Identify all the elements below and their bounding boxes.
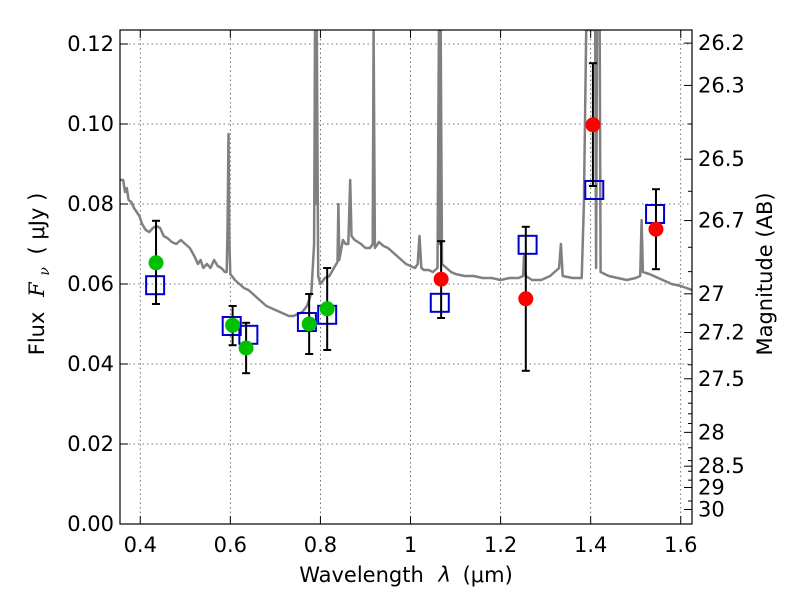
y-axis-label-subscript: ν <box>37 267 53 276</box>
y-tick-label: 0.00 <box>67 512 114 536</box>
model-photometry-square <box>517 234 538 255</box>
observed-point-green <box>225 317 241 333</box>
x-axis-label-unit: (μm) <box>463 563 513 587</box>
x-tick-label: 0.4 <box>124 533 157 557</box>
mag-tick-label: 26.2 <box>698 31 745 55</box>
x-axis-label-symbol: λ <box>437 563 450 587</box>
x-axis-label: Wavelength λ (μm) <box>299 563 513 587</box>
y-tick-label: 0.04 <box>67 352 114 376</box>
y-tick-label: 0.02 <box>67 432 114 456</box>
mag-tick-label: 26.7 <box>698 209 745 233</box>
observed-point-green <box>148 255 164 271</box>
data-marks <box>145 62 666 375</box>
observed-point-red <box>648 221 664 237</box>
grid <box>120 30 692 524</box>
y-tick-label: 0.08 <box>67 192 114 216</box>
plot-frame <box>119 29 693 525</box>
mag-tick-label: 30 <box>698 497 725 521</box>
observed-point-green <box>301 316 317 332</box>
mag-tick-label: 29 <box>698 476 725 500</box>
axis-ticks: 0.4 0.6 0.8 1 1.2 1.4 1.6 0.00 0.02 0.04 0.06 0.08 0… <box>67 30 745 557</box>
y-axis-label-symbol: F <box>25 281 49 298</box>
x-tick-label: 0.6 <box>214 533 247 557</box>
y-axis-label-unit: ( μJy ) <box>25 193 49 255</box>
y-tick-label: 0.06 <box>67 272 114 296</box>
observed-point-red <box>518 291 534 307</box>
model-photometry-square <box>584 180 605 200</box>
model-photometry-square <box>429 292 450 313</box>
y-axis-label-text: Flux <box>25 312 49 356</box>
observed-point-red <box>433 271 449 287</box>
observed-point-red <box>585 117 601 133</box>
mag-tick-label: 27.2 <box>698 321 745 345</box>
mag-tick-label: 28.5 <box>698 454 745 478</box>
x-tick-label: 1.6 <box>664 533 697 557</box>
mag-tick-label: 28 <box>698 420 725 444</box>
mag-tick-label: 27 <box>698 282 725 306</box>
x-tick-label: 0.8 <box>304 533 337 557</box>
observed-point-green <box>238 340 254 356</box>
model-spectrum-line <box>120 30 692 318</box>
x-tick-label: 1 <box>404 533 417 557</box>
x-tick-label: 1.2 <box>484 533 517 557</box>
y-tick-label: 0.12 <box>67 32 114 56</box>
observed-point-green <box>319 301 335 317</box>
magnitude-axis-label: Magnitude (AB) <box>753 192 777 355</box>
mag-tick-label: 26.3 <box>698 73 745 97</box>
y-axis-label: Flux F ν ( μJy ) <box>25 193 54 356</box>
mag-tick-label: 26.5 <box>698 147 745 171</box>
x-axis-label-text: Wavelength <box>299 563 424 587</box>
x-tick-label: 1.4 <box>574 533 607 557</box>
plot-area <box>120 30 692 318</box>
y-tick-label: 0.10 <box>67 112 114 136</box>
mag-tick-label: 27.5 <box>698 367 745 391</box>
